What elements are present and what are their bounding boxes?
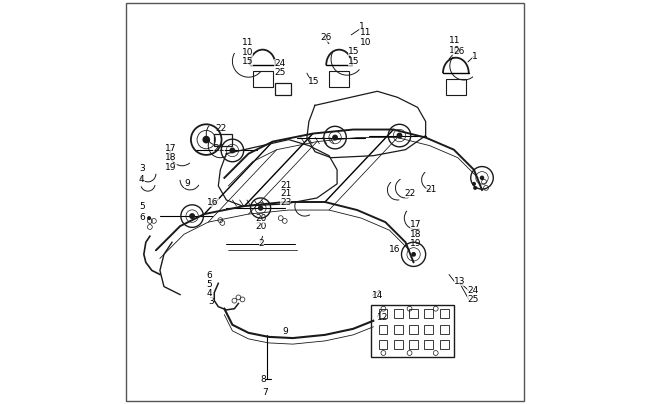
Text: 20: 20 xyxy=(255,223,267,231)
Text: 26: 26 xyxy=(453,47,464,56)
Text: 8: 8 xyxy=(261,375,266,384)
Circle shape xyxy=(333,135,337,140)
Text: 1: 1 xyxy=(359,22,365,32)
Text: 5: 5 xyxy=(139,202,145,210)
Text: 25: 25 xyxy=(467,295,478,304)
Text: 11: 11 xyxy=(361,28,372,38)
Text: 15: 15 xyxy=(242,57,253,66)
Circle shape xyxy=(259,206,263,210)
Circle shape xyxy=(472,182,476,186)
Text: 9: 9 xyxy=(282,327,288,336)
Text: 11: 11 xyxy=(242,38,253,47)
Text: 3: 3 xyxy=(208,297,214,306)
Text: 6: 6 xyxy=(206,271,212,280)
Circle shape xyxy=(397,133,402,138)
Text: 10: 10 xyxy=(242,48,253,57)
Text: 25: 25 xyxy=(274,68,285,77)
Text: 17: 17 xyxy=(165,144,177,154)
Text: 2: 2 xyxy=(259,239,264,248)
Text: 24: 24 xyxy=(274,59,285,67)
Text: 23: 23 xyxy=(280,198,291,207)
Text: 21: 21 xyxy=(426,185,437,194)
Text: 4: 4 xyxy=(139,175,144,184)
Text: 1: 1 xyxy=(472,52,478,61)
Text: 22: 22 xyxy=(405,189,416,198)
Text: 10: 10 xyxy=(361,38,372,47)
Circle shape xyxy=(190,214,194,218)
Text: 26: 26 xyxy=(320,33,332,42)
Text: 15: 15 xyxy=(348,47,360,56)
Circle shape xyxy=(473,186,477,190)
Text: 5: 5 xyxy=(206,280,212,288)
Text: 9: 9 xyxy=(184,179,190,188)
Text: 21: 21 xyxy=(213,144,225,154)
Text: 13: 13 xyxy=(454,277,465,286)
Text: 14: 14 xyxy=(372,291,383,300)
Text: 18: 18 xyxy=(165,153,177,162)
Text: 11: 11 xyxy=(449,36,460,46)
Text: 24: 24 xyxy=(467,286,478,295)
Text: 15: 15 xyxy=(308,77,320,86)
Text: 10: 10 xyxy=(449,46,460,55)
Text: 21: 21 xyxy=(280,181,291,189)
Text: 19: 19 xyxy=(410,239,421,248)
Circle shape xyxy=(411,252,416,257)
Circle shape xyxy=(202,136,210,143)
Text: 16: 16 xyxy=(389,244,401,254)
Text: 21: 21 xyxy=(280,189,291,198)
Text: 6: 6 xyxy=(139,213,145,222)
Text: 20: 20 xyxy=(255,214,267,223)
Text: 7: 7 xyxy=(263,387,268,397)
Text: 4: 4 xyxy=(207,289,213,298)
Text: 15: 15 xyxy=(348,57,360,65)
Text: 18: 18 xyxy=(410,230,421,239)
Text: 16: 16 xyxy=(207,198,219,207)
Text: 3: 3 xyxy=(139,164,145,173)
Circle shape xyxy=(147,216,151,220)
Circle shape xyxy=(230,148,235,153)
Text: 17: 17 xyxy=(410,221,421,229)
Circle shape xyxy=(480,176,484,180)
Text: 22: 22 xyxy=(216,124,227,133)
Text: 19: 19 xyxy=(165,163,177,172)
Text: 12: 12 xyxy=(376,313,388,322)
